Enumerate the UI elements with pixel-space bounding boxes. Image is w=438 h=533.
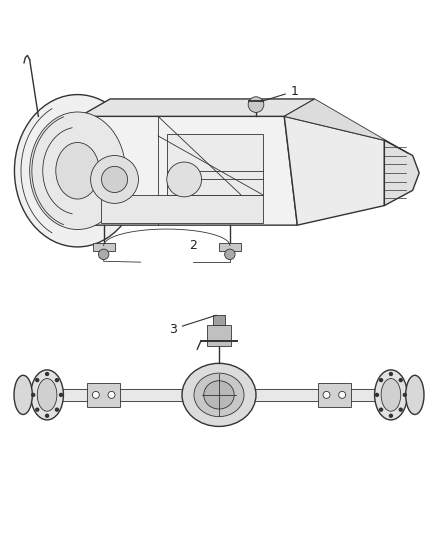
Circle shape xyxy=(55,408,59,412)
Ellipse shape xyxy=(374,370,407,420)
Ellipse shape xyxy=(406,375,424,415)
Polygon shape xyxy=(219,243,241,251)
Circle shape xyxy=(389,372,393,376)
Bar xyxy=(207,325,231,346)
Circle shape xyxy=(225,249,235,260)
Circle shape xyxy=(379,378,383,382)
Circle shape xyxy=(45,414,49,418)
Circle shape xyxy=(31,393,35,397)
Circle shape xyxy=(99,249,109,260)
Circle shape xyxy=(403,393,407,397)
Bar xyxy=(87,383,120,407)
Polygon shape xyxy=(80,116,297,225)
Bar xyxy=(167,134,262,195)
Circle shape xyxy=(35,408,39,412)
Circle shape xyxy=(91,156,138,204)
Ellipse shape xyxy=(182,364,256,426)
Polygon shape xyxy=(93,243,115,251)
Ellipse shape xyxy=(381,378,401,411)
Bar xyxy=(213,315,225,325)
Circle shape xyxy=(167,162,201,197)
Ellipse shape xyxy=(56,142,99,199)
Circle shape xyxy=(248,97,264,112)
Circle shape xyxy=(379,408,383,412)
Polygon shape xyxy=(80,99,315,116)
Polygon shape xyxy=(385,140,419,206)
Circle shape xyxy=(389,414,393,418)
Ellipse shape xyxy=(14,375,32,415)
Circle shape xyxy=(323,391,330,398)
Ellipse shape xyxy=(204,381,234,409)
Polygon shape xyxy=(284,99,408,154)
Text: 2: 2 xyxy=(189,239,197,252)
Circle shape xyxy=(102,166,127,192)
Circle shape xyxy=(45,372,49,376)
Polygon shape xyxy=(102,195,262,223)
Text: 1: 1 xyxy=(261,85,299,102)
Circle shape xyxy=(399,408,403,412)
Circle shape xyxy=(55,378,59,382)
Circle shape xyxy=(399,378,403,382)
Circle shape xyxy=(339,391,346,398)
Ellipse shape xyxy=(31,370,64,420)
Ellipse shape xyxy=(14,94,141,247)
Circle shape xyxy=(35,378,39,382)
Circle shape xyxy=(59,393,63,397)
Ellipse shape xyxy=(37,378,57,411)
Circle shape xyxy=(375,393,379,397)
Polygon shape xyxy=(284,116,385,225)
Ellipse shape xyxy=(194,373,244,417)
Circle shape xyxy=(92,391,99,398)
Ellipse shape xyxy=(30,112,125,230)
Circle shape xyxy=(108,391,115,398)
Text: 3: 3 xyxy=(169,315,216,336)
Bar xyxy=(318,383,351,407)
